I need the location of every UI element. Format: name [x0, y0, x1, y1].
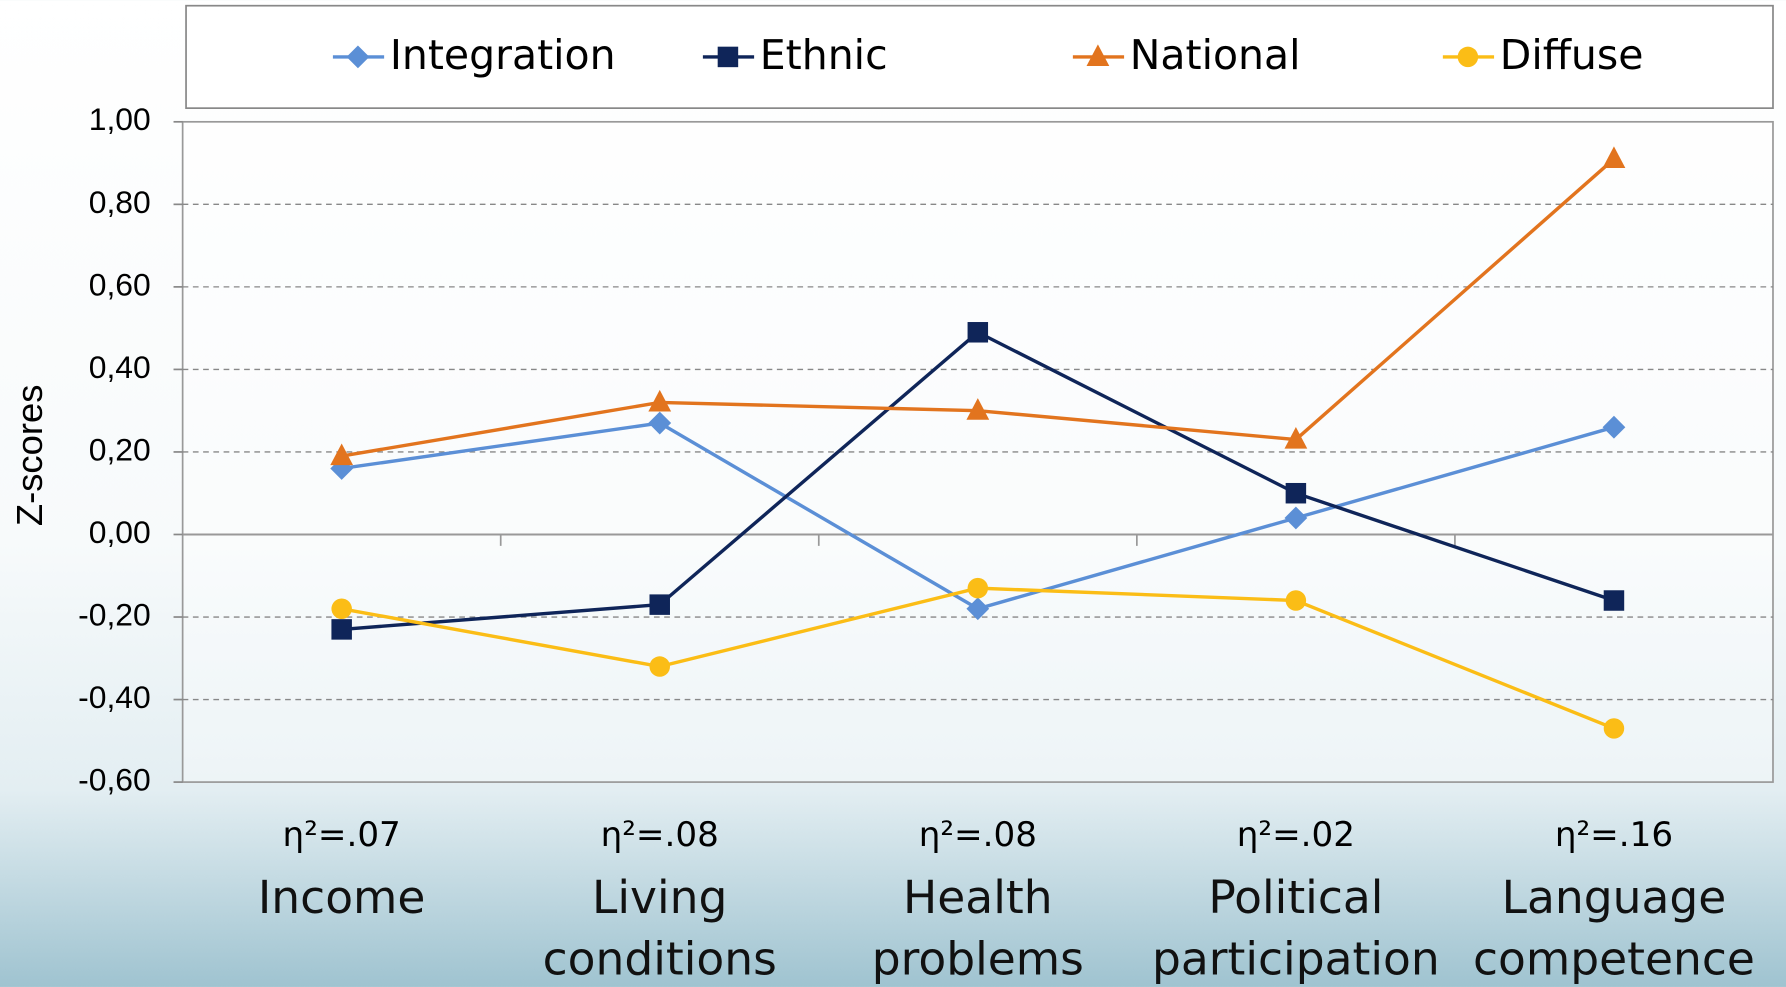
y-tick-label: 0,40	[89, 349, 151, 385]
y-tick-label: -0,40	[78, 679, 151, 715]
eta-label: η²=.08	[601, 815, 719, 855]
marker	[967, 322, 989, 343]
marker	[1603, 718, 1625, 739]
eta-label: η²=.07	[283, 815, 401, 855]
marker	[1603, 590, 1625, 611]
marker	[1602, 146, 1626, 169]
marker	[649, 656, 670, 677]
legend-label: National	[1130, 31, 1301, 79]
x-tick-label: Income	[257, 872, 426, 925]
marker	[966, 398, 990, 420]
y-tick-label: -0,20	[78, 596, 151, 632]
y-tick-label: -0,60	[78, 762, 151, 798]
x-tick-label-box: Health problems	[871, 872, 1084, 986]
legend-label: Ethnic	[760, 31, 888, 79]
legend-box	[185, 4, 1774, 110]
marker	[648, 389, 672, 412]
eta-label: η²=.16	[1555, 815, 1673, 855]
x-tick-label: Political participation	[1151, 872, 1440, 986]
marker	[967, 577, 989, 599]
marker	[330, 443, 354, 466]
marker	[1285, 590, 1307, 611]
marker	[1602, 415, 1626, 439]
marker	[649, 594, 670, 615]
marker	[1457, 46, 1479, 68]
x-tick-label-box: Living conditions	[542, 872, 777, 986]
marker	[1285, 482, 1307, 504]
eta-label: η²=.08	[919, 815, 1037, 855]
x-tick-label-box: Language competence	[1472, 872, 1755, 986]
marker	[1086, 44, 1110, 67]
marker	[648, 411, 672, 435]
y-axis-title: Z-scores	[9, 385, 50, 527]
legend-label: Integration	[390, 31, 616, 79]
legend-label: Diffuse	[1500, 31, 1644, 79]
x-tick-label: Living conditions	[542, 872, 777, 986]
y-tick-label: 1,00	[89, 101, 151, 137]
eta-label: η²=.02	[1237, 815, 1355, 855]
x-tick-label-box: Income	[257, 872, 426, 925]
marker	[717, 46, 739, 68]
y-tick-label: 0,00	[89, 514, 151, 550]
marker	[1284, 427, 1308, 449]
x-tick-label: Health problems	[871, 872, 1084, 986]
marker	[331, 619, 352, 640]
y-tick-label: 0,20	[89, 431, 151, 467]
x-tick-label: Language competence	[1472, 872, 1755, 986]
y-tick-label: 0,60	[89, 266, 151, 302]
marker	[331, 598, 352, 620]
x-tick-label-box: Political participation	[1151, 872, 1440, 986]
y-tick-label: 0,80	[89, 184, 151, 220]
